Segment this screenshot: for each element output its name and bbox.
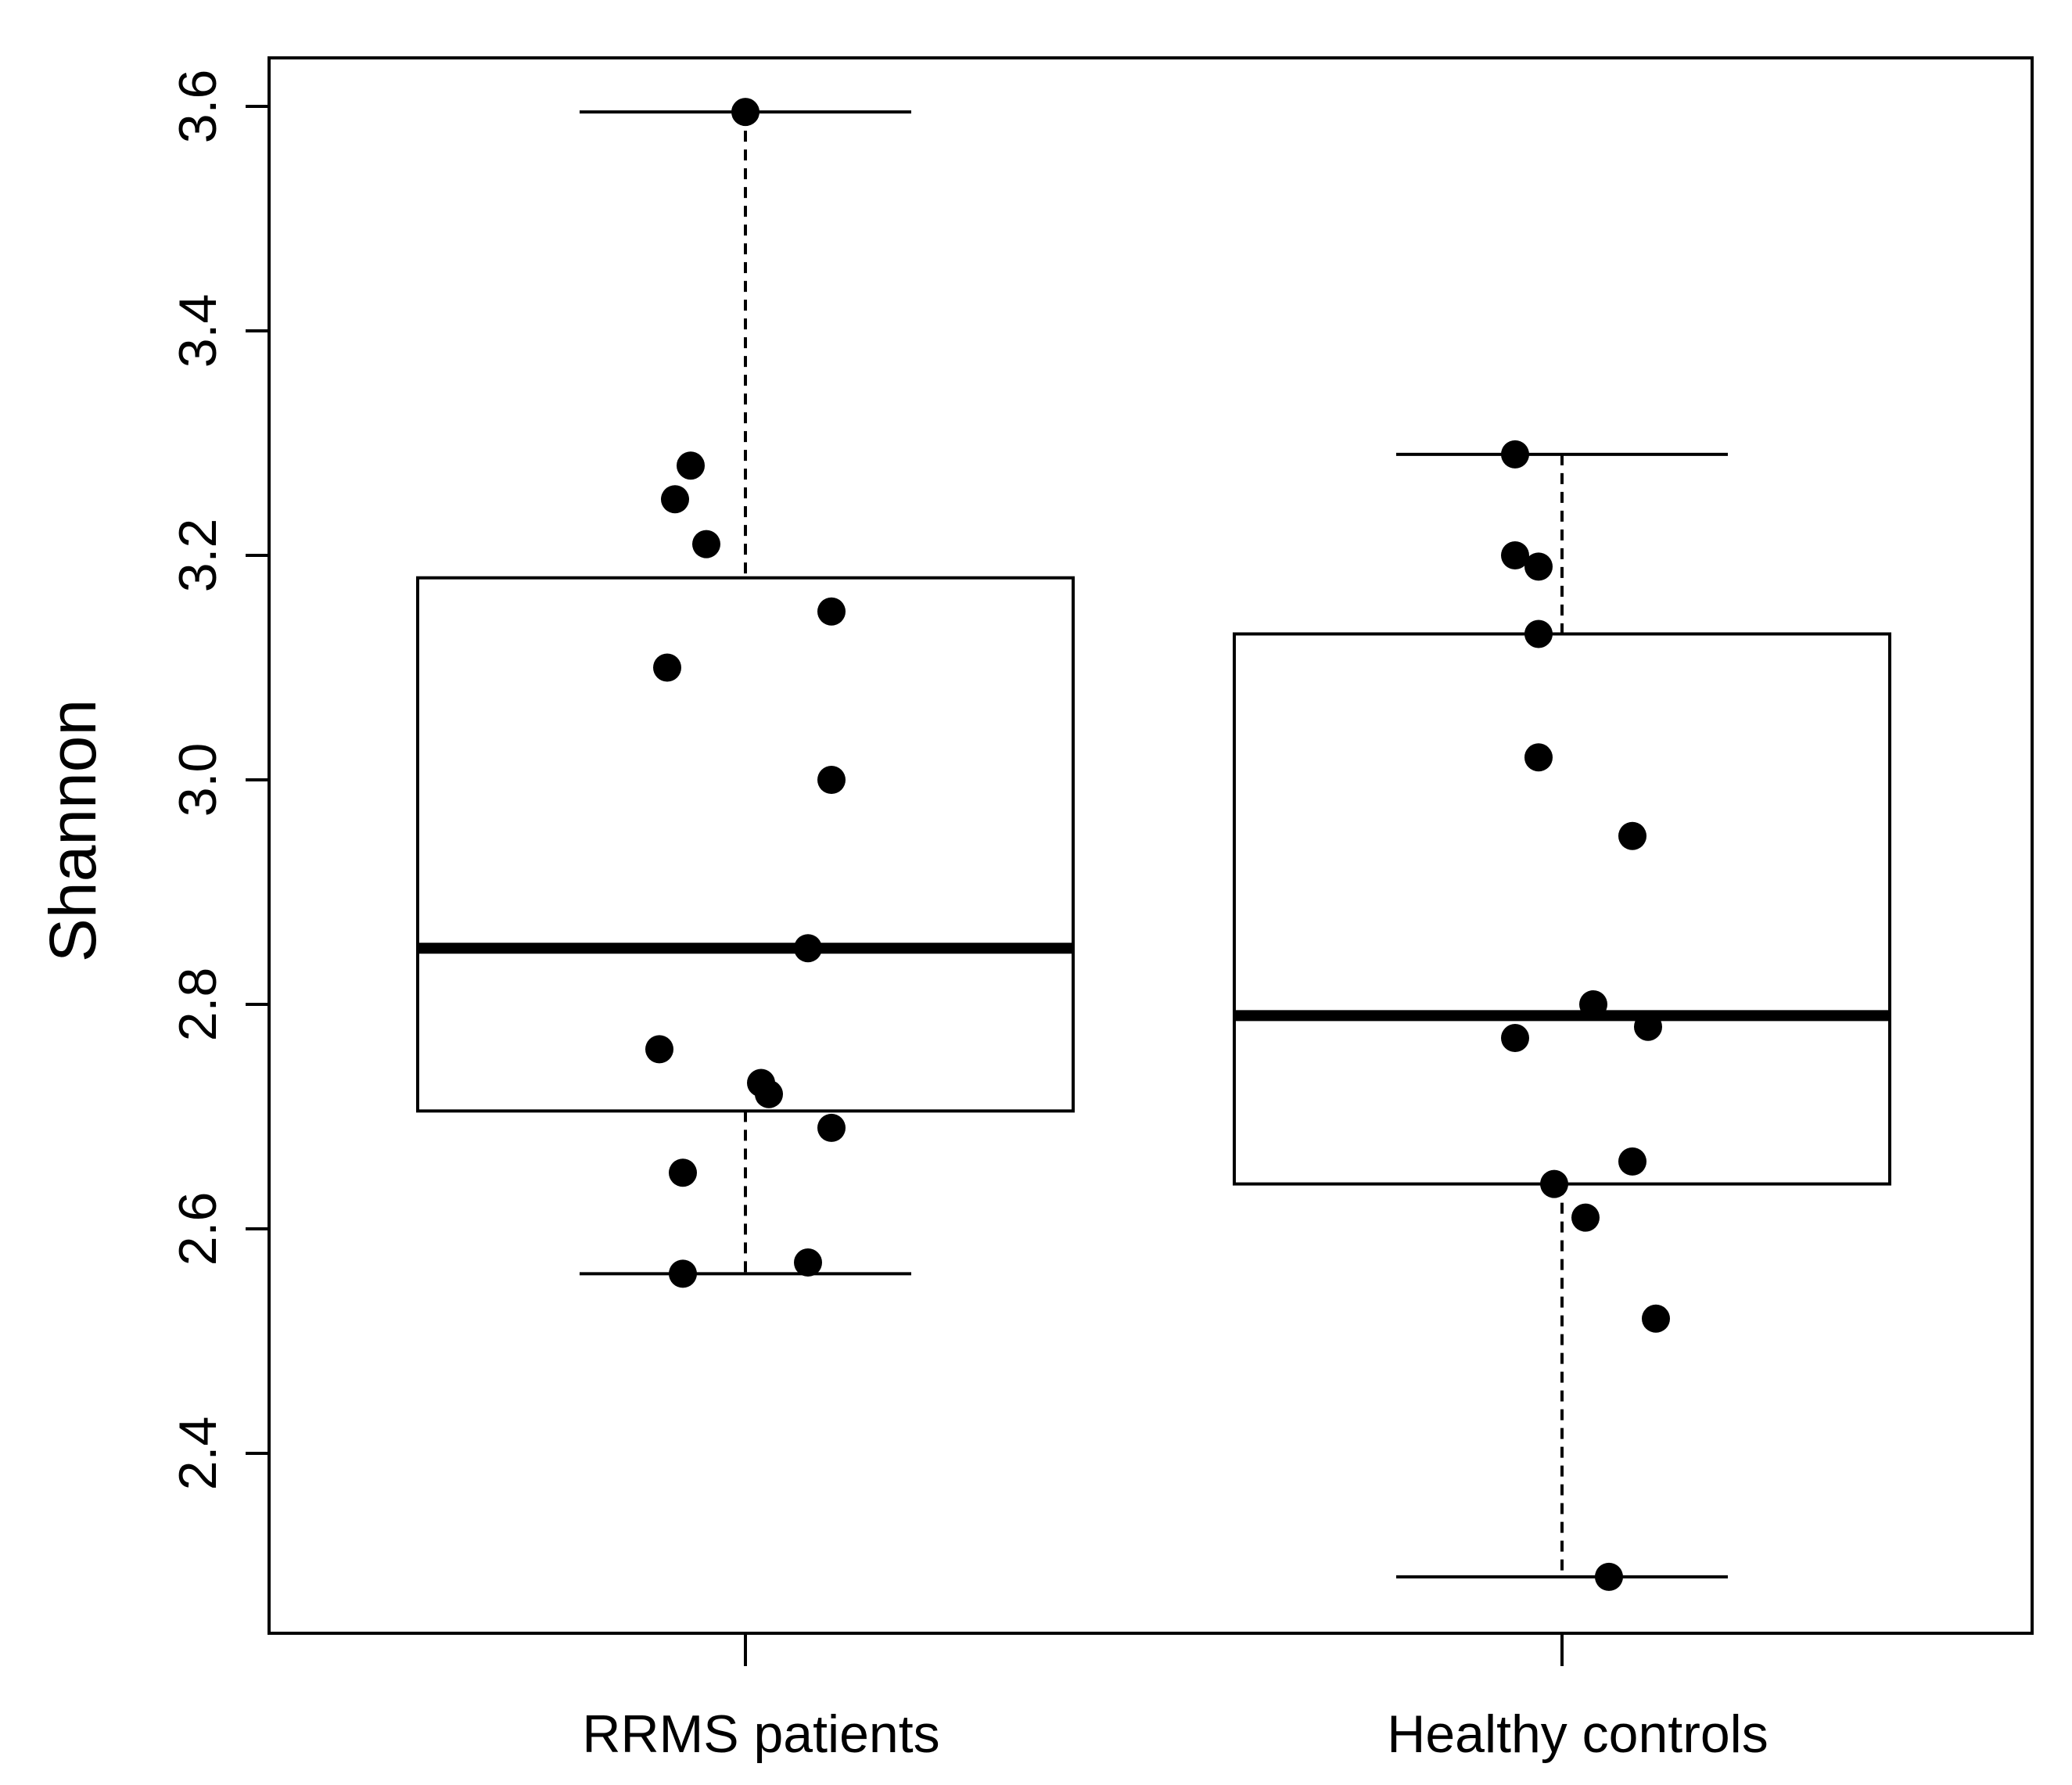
iqr-box	[416, 576, 1075, 1113]
data-point	[677, 451, 705, 480]
data-point	[1501, 541, 1529, 569]
data-point	[669, 1158, 697, 1187]
data-point	[1501, 440, 1529, 469]
y-tick-label: 3.4	[168, 294, 228, 368]
plot-layer	[416, 98, 1891, 1591]
data-point	[1618, 821, 1646, 850]
x-tick-label: RRMS patients	[582, 1704, 939, 1764]
data-point	[1524, 552, 1553, 581]
data-point	[731, 98, 759, 127]
data-point	[1579, 990, 1607, 1018]
plot-frame	[268, 56, 2034, 1635]
data-point	[794, 1248, 822, 1277]
x-tick-label: Healthy controls	[1387, 1704, 1769, 1764]
box-group	[1233, 440, 1891, 1591]
data-point	[817, 597, 846, 626]
data-point	[794, 934, 822, 963]
data-point	[1501, 1024, 1529, 1053]
y-tick-label: 2.6	[168, 1192, 228, 1266]
data-point	[1540, 1169, 1568, 1198]
data-point	[1595, 1562, 1623, 1591]
data-point	[669, 1259, 697, 1288]
data-point	[1618, 1147, 1646, 1176]
data-point	[1524, 620, 1553, 648]
y-tick-label: 3.6	[168, 70, 228, 144]
data-point	[1634, 1012, 1662, 1041]
y-tick-label: 2.4	[168, 1417, 228, 1491]
data-point	[755, 1079, 783, 1108]
y-axis-title: Shannon	[36, 699, 110, 962]
data-point	[817, 1113, 846, 1142]
data-point	[1524, 743, 1553, 772]
data-point	[692, 530, 720, 558]
data-point	[817, 766, 846, 794]
box-group	[416, 98, 1075, 1288]
y-tick-label: 3.0	[168, 743, 228, 817]
data-point	[653, 653, 681, 682]
data-point	[661, 485, 689, 514]
data-point	[645, 1035, 673, 1064]
y-tick-label: 2.8	[168, 968, 228, 1042]
data-point	[1642, 1304, 1670, 1333]
y-tick-label: 3.2	[168, 519, 228, 593]
data-point	[1571, 1203, 1600, 1232]
